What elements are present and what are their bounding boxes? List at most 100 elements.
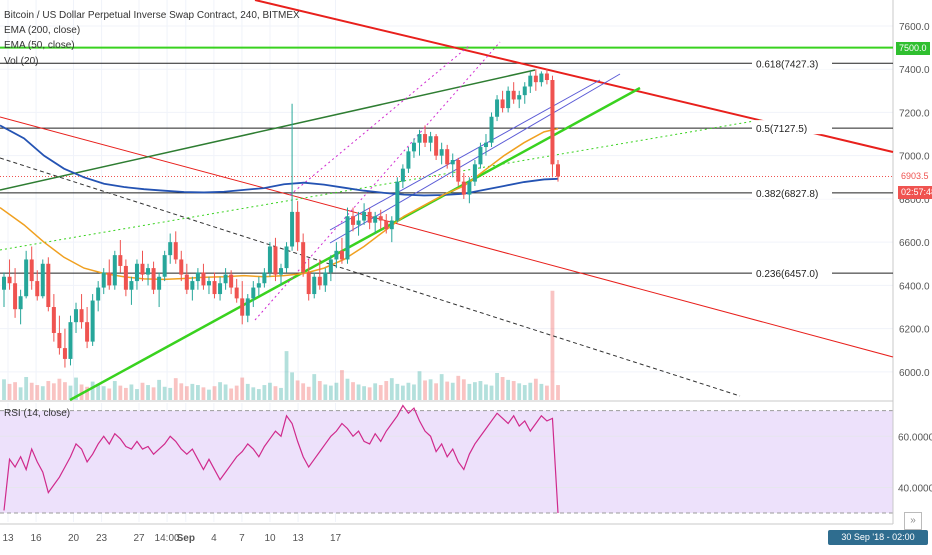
volume-bar [157, 379, 162, 400]
candle-body [550, 80, 555, 165]
fib-label-bg [752, 120, 832, 135]
black-dashed-trend [0, 157, 741, 397]
candle-body [378, 216, 383, 221]
volume-bar [412, 384, 416, 400]
volume-bar [550, 290, 555, 400]
candle-body [79, 309, 84, 323]
volume-bar [68, 385, 73, 400]
candle-body [29, 259, 34, 282]
volume-bar [179, 383, 184, 400]
volume-bar [506, 379, 511, 400]
volume-bar [279, 387, 283, 400]
volume-bar [245, 383, 250, 400]
volume-bar [356, 384, 361, 400]
volume-legend[interactable]: Vol (20) [4, 56, 39, 67]
volume-bar [40, 386, 45, 400]
candle-body [328, 259, 333, 273]
ema200-legend[interactable]: EMA (200, close) [4, 25, 81, 36]
volume-bar [317, 381, 322, 400]
candle-body [218, 283, 223, 295]
volume-bar [63, 382, 67, 400]
volume-bar [196, 385, 200, 400]
candle-body [162, 255, 167, 277]
candle-body [339, 250, 344, 260]
channel-blue-2 [329, 79, 601, 231]
candle-body [351, 216, 356, 225]
candle-body [450, 160, 455, 165]
candle-body [356, 220, 361, 225]
volume-bar [284, 351, 289, 400]
volume-bar [384, 381, 389, 400]
candle-body [123, 265, 128, 290]
rsi-legend[interactable]: RSI (14, close) [4, 408, 71, 419]
candle-body [411, 142, 416, 152]
candle-body [40, 263, 45, 297]
volume-bar [545, 385, 549, 400]
volume-bar [29, 382, 34, 400]
candle-body [13, 283, 18, 310]
candle-body [273, 246, 278, 275]
candle-body [478, 147, 483, 165]
rsi-tick-label: 40.0000 [898, 483, 932, 494]
time-tick-label: 10 [264, 533, 276, 544]
candle-body [312, 276, 317, 295]
volume-bar [467, 383, 472, 400]
candle-body [112, 255, 117, 286]
volume-bar [406, 382, 411, 400]
ema50-legend[interactable]: EMA (50, close) [4, 40, 75, 51]
volume-bar [489, 385, 494, 400]
volume-bar [223, 384, 228, 400]
green-dotted-trend [0, 119, 761, 251]
volume-bar [173, 378, 178, 400]
fib-label-bg [752, 55, 832, 70]
rsi-band [0, 410, 893, 514]
time-tick-label: 7 [239, 533, 245, 544]
volume-bar [146, 385, 150, 400]
volume-bar [495, 372, 499, 400]
volume-bar [123, 387, 128, 400]
volume-bar [90, 381, 95, 400]
volume-bar [328, 385, 333, 400]
volume-bar [517, 383, 522, 400]
volume-bar [367, 387, 372, 400]
volume-bar [461, 379, 466, 400]
candle-body [267, 246, 272, 273]
volume-bar [423, 380, 427, 400]
volume-bar [201, 387, 206, 400]
candle-body [417, 134, 422, 143]
candle-body [472, 164, 477, 182]
time-tick-label: 4 [211, 533, 217, 544]
candle-body [539, 73, 544, 83]
candle-body [262, 272, 267, 284]
volume-bar [340, 370, 344, 400]
candle-body [395, 181, 400, 221]
volume-bar [373, 383, 378, 400]
candle-body [85, 322, 90, 342]
candle-body [384, 220, 389, 230]
candle-body [317, 276, 322, 286]
volume-bar [256, 389, 261, 400]
volume-bar [362, 386, 366, 400]
fib-label-bg [752, 184, 832, 199]
scroll-to-realtime-button[interactable]: » [904, 512, 922, 530]
candle-body [18, 296, 23, 310]
volume-bar [35, 385, 40, 400]
candle-body [251, 287, 256, 299]
candle-body [62, 348, 67, 359]
volume-bar [46, 381, 51, 400]
channel-blue-1 [329, 73, 621, 244]
volume-bar [434, 383, 439, 400]
volume-bar [118, 385, 123, 400]
candle-body [229, 274, 234, 288]
volume-bar [268, 382, 272, 400]
volume-bar [112, 381, 117, 400]
volume-bar [18, 387, 23, 400]
candle-body [362, 211, 367, 221]
candle-body [129, 281, 134, 290]
volume-bar [456, 375, 461, 400]
price-tick-label: 6000.0 [899, 368, 930, 379]
volume-bar [528, 382, 533, 400]
candle-body [295, 211, 300, 243]
